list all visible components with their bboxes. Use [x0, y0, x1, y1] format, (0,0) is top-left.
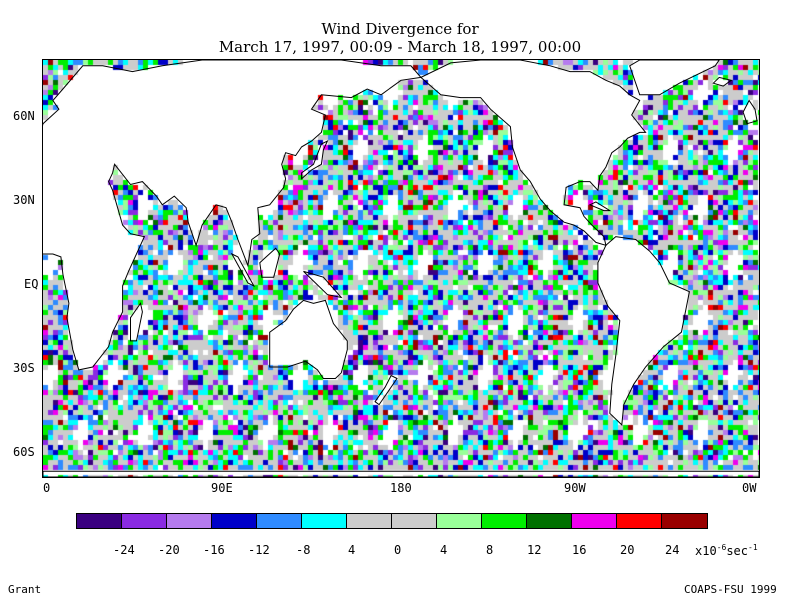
lat-label-60s: 60S [13, 445, 35, 459]
colorbar-swatch-12 [617, 514, 662, 528]
lat-label-30s: 30S [13, 361, 35, 375]
colorbar-swatch-7 [392, 514, 437, 528]
divergence-field [43, 60, 759, 477]
colorbar-swatch-5 [302, 514, 347, 528]
coastline-7 [230, 252, 255, 288]
coastline-8 [303, 270, 343, 299]
colorbar-swatch-11 [572, 514, 617, 528]
colorbar-swatch-8 [437, 514, 482, 528]
coastline-13 [712, 76, 733, 87]
colorbar-label: 20 [620, 543, 635, 557]
colorbar-swatch-1 [122, 514, 167, 528]
coastlines [43, 60, 759, 477]
colorbar-label: 0 [394, 543, 402, 557]
colorbar-swatch-6 [347, 514, 392, 528]
coastline-12 [742, 99, 758, 125]
colorbar-swatch-13 [662, 514, 707, 528]
organization-credit: COAPS-FSU 1999 [684, 583, 777, 596]
colorbar-label: -12 [248, 543, 270, 557]
colorbar-label: -16 [203, 543, 225, 557]
colorbar-label: 4 [440, 543, 448, 557]
coastline-2 [597, 236, 690, 426]
coastline-14 [588, 201, 612, 212]
colorbar-units: x10-6sec-1 [695, 543, 758, 558]
coastline-5 [43, 470, 759, 477]
lon-label-180: 180 [390, 481, 412, 495]
lon-label-90e: 90E [211, 481, 233, 495]
map-title-line-1: Wind Divergence for [321, 20, 479, 38]
coastline-3 [269, 299, 348, 379]
lat-label-30n: 30N [13, 193, 35, 207]
lon-label-90w: 90W [564, 481, 586, 495]
coastline-9 [301, 140, 329, 180]
colorbar-swatch-10 [527, 514, 572, 528]
colorbar-label: -24 [113, 543, 135, 557]
colorbar-label: 4 [348, 543, 356, 557]
colorbar-swatch-0 [77, 514, 122, 528]
colorbar-swatch-3 [212, 514, 257, 528]
colorbar-swatch-2 [167, 514, 212, 528]
colorbar-label: 8 [486, 543, 494, 557]
colorbar-swatch-4 [257, 514, 302, 528]
colorbar-label: 16 [572, 543, 587, 557]
lon-label-0: 0 [43, 481, 51, 495]
divergence-map [42, 59, 760, 478]
author-credit: Grant [8, 583, 42, 596]
colorbar-label: 12 [527, 543, 542, 557]
colorbar-label: -20 [158, 543, 180, 557]
coastline-10 [130, 302, 143, 342]
lon-label-0w: 0W [742, 481, 757, 495]
coastline-1 [420, 60, 647, 247]
colorbar-swatch-9 [482, 514, 527, 528]
colorbar-label: 24 [665, 543, 680, 557]
lat-label-eq: EQ [24, 277, 39, 291]
coastline-4 [629, 60, 720, 96]
map-title-line-2: March 17, 1997, 00:09 - March 18, 1997, … [218, 38, 582, 56]
coastline-0 [43, 60, 422, 371]
coastline-11 [374, 374, 398, 406]
coastline-6 [259, 247, 281, 278]
colorbar [76, 513, 708, 529]
lat-label-60n: 60N [13, 109, 35, 123]
colorbar-label: -8 [296, 543, 311, 557]
